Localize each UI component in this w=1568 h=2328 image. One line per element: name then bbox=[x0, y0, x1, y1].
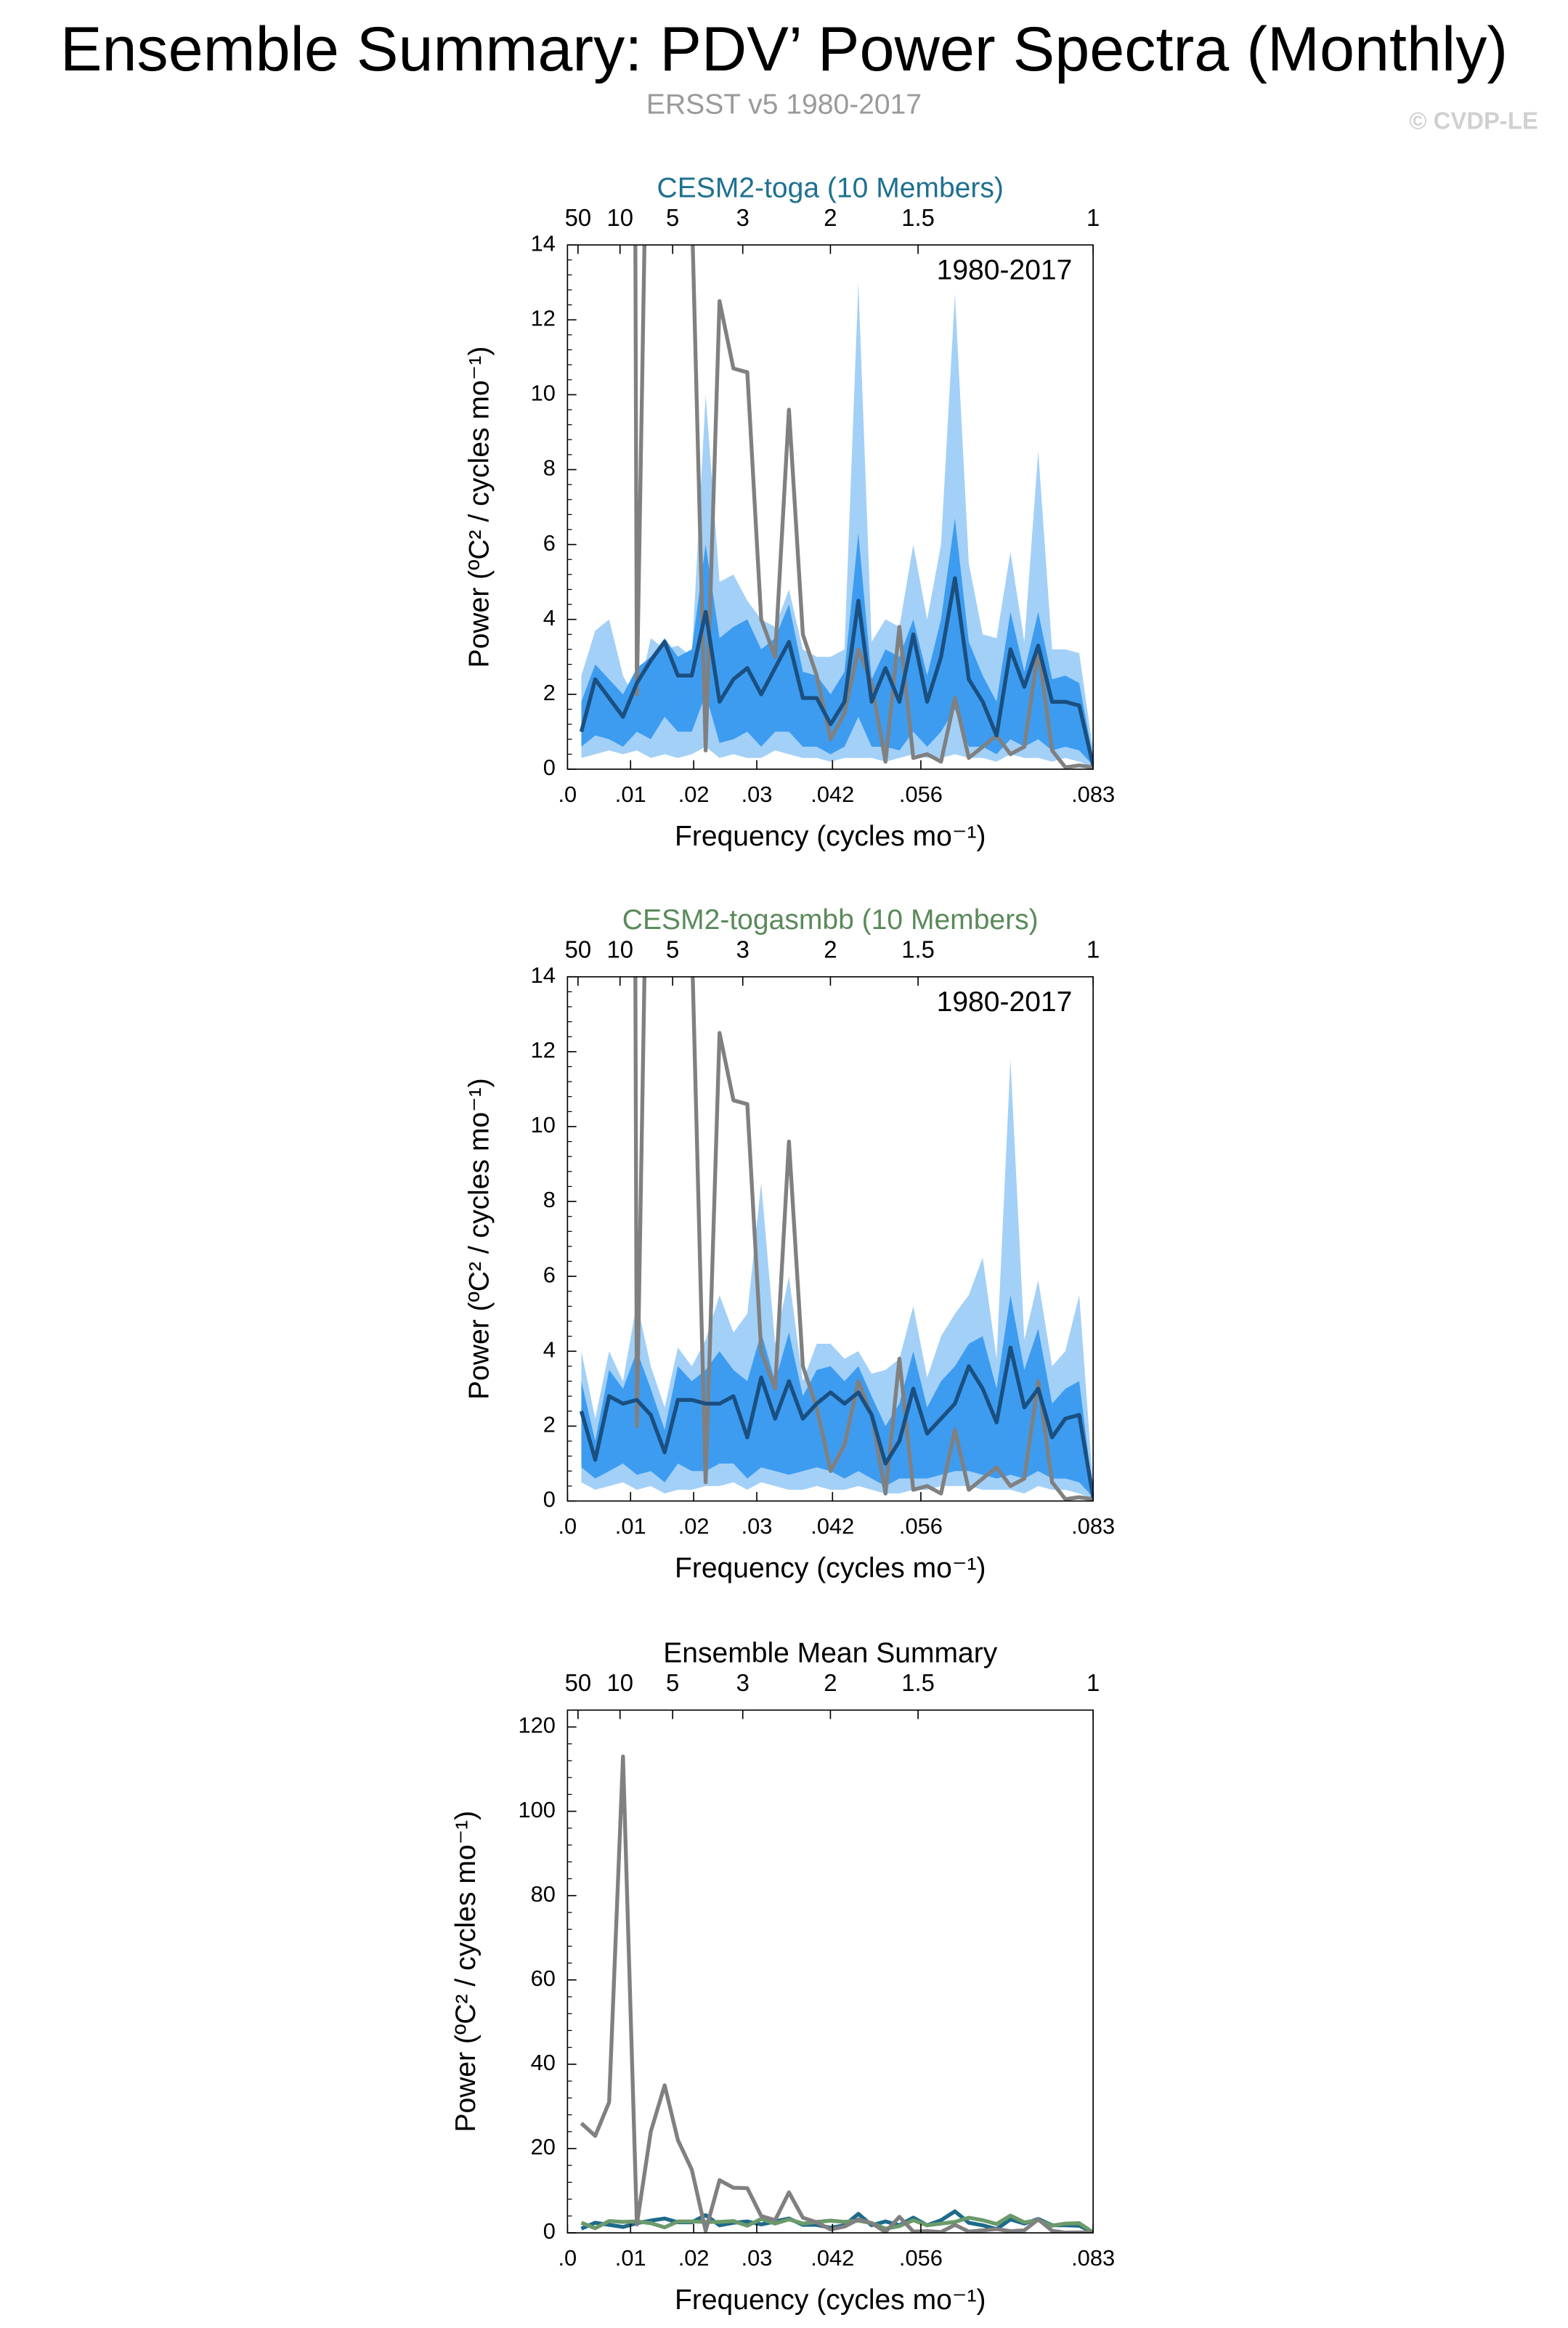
y-axis-label: Power (ºC² / cycles mo⁻¹) bbox=[463, 1078, 495, 1400]
top-tick-label: 50 bbox=[565, 1669, 592, 1696]
series-line bbox=[633, 245, 1094, 769]
credit: © CVDP-LE bbox=[1409, 107, 1538, 134]
y-tick-label: 100 bbox=[518, 1797, 555, 1822]
y-tick-label: 12 bbox=[531, 305, 556, 330]
panel-title: Ensemble Mean Summary bbox=[663, 1638, 998, 1669]
x-tick-label: .02 bbox=[678, 1514, 710, 1539]
x-tick-label: .042 bbox=[811, 1514, 854, 1539]
x-tick-label: .083 bbox=[1071, 782, 1115, 807]
panel-title: CESM2-togasmbb (10 Members) bbox=[622, 904, 1039, 936]
top-tick-label: 2 bbox=[824, 1669, 837, 1696]
top-tick-label: 50 bbox=[565, 204, 592, 231]
plot-area bbox=[579, 245, 1094, 769]
top-tick-label: 1 bbox=[1086, 936, 1100, 962]
top-tick-label: 5 bbox=[666, 1669, 679, 1696]
x-tick-label: .056 bbox=[899, 2245, 943, 2271]
top-tick-label: 10 bbox=[606, 204, 633, 231]
x-tick-label: .02 bbox=[678, 2245, 710, 2271]
annotation: 1980-2017 bbox=[937, 255, 1073, 286]
top-tick-label: 2 bbox=[824, 936, 837, 962]
annotation: 1980-2017 bbox=[937, 986, 1073, 1018]
y-tick-label: 0 bbox=[543, 2218, 556, 2244]
x-axis-label: Frequency (cycles mo⁻¹) bbox=[675, 2284, 986, 2316]
x-tick-label: .056 bbox=[899, 782, 943, 807]
x-tick-label: .01 bbox=[615, 1514, 646, 1539]
plot-area bbox=[580, 1754, 1094, 2234]
y-tick-label: 10 bbox=[531, 1112, 556, 1137]
top-tick-label: 1.5 bbox=[901, 1669, 935, 1696]
top-tick-label: 3 bbox=[736, 204, 750, 231]
y-axis-label: Power (ºC² / cycles mo⁻¹) bbox=[463, 346, 495, 668]
main-title: Ensemble Summary: PDV’ Power Spectra (Mo… bbox=[60, 15, 1508, 84]
series-line bbox=[580, 2213, 1094, 2234]
top-tick-label: 1.5 bbox=[901, 936, 935, 962]
series-line bbox=[633, 976, 1094, 1501]
top-tick-label: 5 bbox=[666, 936, 679, 962]
panel-title: CESM2-toga (10 Members) bbox=[657, 172, 1004, 203]
top-tick-label: 1.5 bbox=[901, 204, 935, 231]
y-tick-label: 120 bbox=[518, 1713, 555, 1738]
y-tick-label: 0 bbox=[543, 1487, 556, 1512]
top-tick-label: 5 bbox=[666, 204, 679, 231]
y-tick-label: 8 bbox=[543, 1187, 556, 1212]
y-axis-label: Power (ºC² / cycles mo⁻¹) bbox=[450, 1811, 482, 2133]
x-axis-label: Frequency (cycles mo⁻¹) bbox=[675, 1552, 986, 1583]
y-tick-label: 20 bbox=[531, 2134, 556, 2159]
x-tick-label: .0 bbox=[558, 782, 577, 807]
top-tick-label: 3 bbox=[736, 936, 750, 962]
y-tick-label: 60 bbox=[531, 1966, 556, 1991]
y-tick-label: 8 bbox=[543, 455, 556, 481]
top-tick-label: 50 bbox=[565, 936, 592, 962]
y-tick-label: 10 bbox=[531, 381, 556, 406]
x-tick-label: .01 bbox=[615, 782, 646, 807]
x-axis-label: Frequency (cycles mo⁻¹) bbox=[675, 821, 986, 852]
y-tick-label: 4 bbox=[543, 1337, 556, 1362]
y-tick-label: 0 bbox=[543, 755, 556, 780]
top-tick-label: 1 bbox=[1086, 1669, 1100, 1696]
y-tick-label: 6 bbox=[543, 530, 556, 556]
y-tick-label: 14 bbox=[531, 230, 556, 256]
top-tick-label: 10 bbox=[606, 1669, 633, 1696]
x-tick-label: .0 bbox=[558, 1514, 577, 1539]
x-tick-label: .083 bbox=[1071, 2245, 1115, 2271]
top-tick-label: 3 bbox=[736, 1669, 750, 1696]
x-tick-label: .01 bbox=[615, 2245, 646, 2271]
series-line bbox=[579, 1345, 1094, 1498]
y-tick-label: 4 bbox=[543, 605, 556, 630]
x-tick-label: .03 bbox=[742, 1514, 773, 1539]
top-tick-label: 1 bbox=[1086, 204, 1100, 231]
plot-area bbox=[579, 976, 1094, 1501]
x-tick-label: .042 bbox=[811, 2245, 854, 2271]
x-tick-label: .042 bbox=[811, 782, 854, 807]
panel: 0 20 40 60 80 100 120 .0 .01 .02 .03 .042 .056 .083 50… bbox=[450, 1638, 1115, 2316]
x-tick-label: .083 bbox=[1071, 1514, 1115, 1539]
x-tick-label: .02 bbox=[678, 782, 710, 807]
y-tick-label: 80 bbox=[531, 1881, 556, 1907]
series-line bbox=[580, 1754, 1094, 2234]
top-tick-label: 10 bbox=[606, 936, 633, 962]
x-tick-label: .0 bbox=[558, 2245, 577, 2271]
x-tick-label: .03 bbox=[742, 782, 773, 807]
y-tick-label: 14 bbox=[531, 962, 556, 988]
y-tick-label: 2 bbox=[543, 680, 556, 705]
y-tick-label: 6 bbox=[543, 1262, 556, 1287]
subtitle: ERSST v5 1980-2017 bbox=[646, 89, 922, 120]
x-tick-label: .03 bbox=[742, 2245, 773, 2271]
series-line bbox=[579, 576, 1094, 766]
y-tick-label: 12 bbox=[531, 1037, 556, 1063]
y-tick-label: 40 bbox=[531, 2050, 556, 2075]
top-tick-label: 2 bbox=[824, 204, 837, 231]
y-tick-label: 2 bbox=[543, 1412, 556, 1437]
x-tick-label: .056 bbox=[899, 1514, 943, 1539]
